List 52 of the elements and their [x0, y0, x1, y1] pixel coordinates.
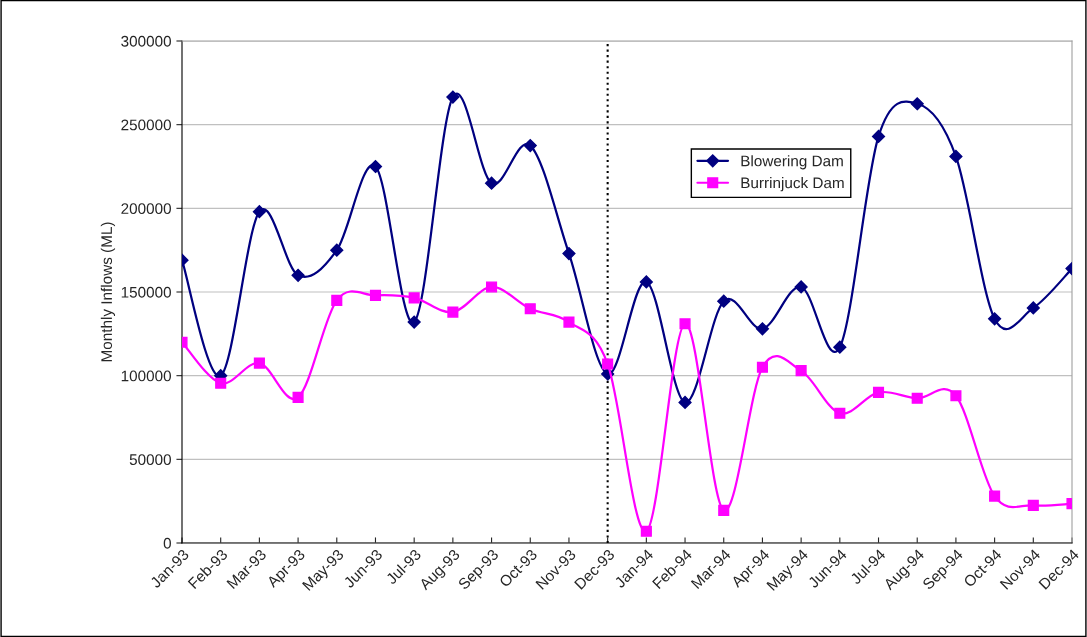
point: [755, 322, 770, 336]
y-tick-label: 250000: [121, 119, 171, 131]
legend-label: Burrinjuck Dam: [741, 177, 844, 192]
point: [989, 490, 1001, 502]
point: [369, 289, 382, 301]
point: [253, 357, 265, 369]
point: [795, 365, 807, 377]
y-tick-label: 150000: [121, 286, 171, 298]
point: [950, 390, 962, 402]
point: [911, 392, 923, 404]
point: [291, 268, 305, 282]
point: [407, 315, 421, 329]
point: [833, 340, 847, 354]
point: [1026, 301, 1040, 315]
y-tick-label: 0: [163, 537, 171, 549]
point: [949, 149, 963, 164]
point: [215, 377, 227, 389]
point: [368, 159, 383, 174]
point: [1027, 499, 1039, 511]
point: [292, 391, 304, 403]
point: [447, 306, 459, 318]
point: [678, 395, 692, 410]
point: [252, 205, 266, 219]
point: [562, 246, 576, 261]
point: [640, 525, 652, 537]
y-tick-label: 200000: [121, 203, 171, 215]
point: [871, 129, 886, 143]
point: [523, 138, 537, 153]
point: [988, 312, 1002, 326]
y-tick-label: 300000: [121, 35, 171, 47]
point: [486, 281, 498, 293]
point: [446, 90, 460, 104]
point: [910, 97, 924, 111]
point: [602, 358, 614, 370]
point: [330, 243, 344, 257]
point: [679, 318, 691, 330]
point: [484, 176, 499, 190]
y-axis-title: Monthly Inflows (ML): [100, 222, 116, 362]
point: [717, 294, 731, 308]
point: [408, 292, 420, 304]
y-tick-label: 50000: [129, 454, 171, 466]
point: [872, 386, 885, 398]
point: [563, 316, 575, 328]
point: [639, 275, 653, 289]
point: [524, 303, 536, 315]
legend-label: Blowering Dam: [741, 155, 843, 170]
y-tick-label: 100000: [121, 370, 171, 382]
point: [794, 280, 808, 294]
point: [756, 361, 768, 373]
point: [718, 504, 730, 516]
point: [834, 407, 846, 419]
point: [331, 294, 343, 306]
